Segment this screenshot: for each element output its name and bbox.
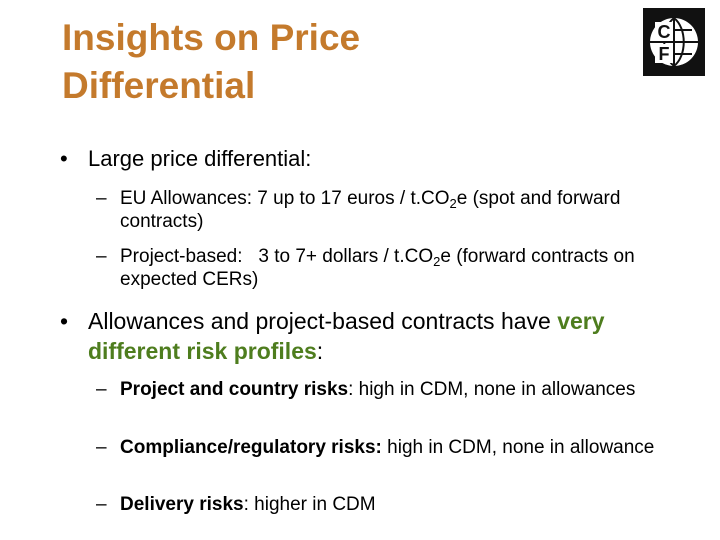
bullet-text: Allowances and project-based contracts h… [88,308,558,334]
sub-text: : high in CDM, none in allowances [348,379,636,400]
sub-bullet: EU Allowances: 7 up to 17 euros / t.CO2e… [96,187,680,233]
sub-text: e (spot and forward contracts) [120,188,621,232]
sub-text: : higher in CDM [243,494,376,515]
bullet: Allowances and project-based contracts h… [60,306,688,366]
title-line: Differential [62,65,256,106]
subscript: 2 [433,254,441,269]
logo-letter: F [659,44,670,64]
logo-lines [650,17,698,67]
logo-letter: C [658,22,671,42]
bullet-text: : [316,338,324,364]
sub-bullet: Project and country risks: high in CDM, … [96,378,680,401]
sub-bullet: Project-based: 3 to 7+ dollars / t.CO2e … [96,245,680,291]
sub-bullet: Delivery risks: higher in CDM [96,493,680,516]
bullet: Large price differential: [60,145,688,172]
sub-text: EU Allowances: 7 up to 17 euros / t.CO [120,188,450,209]
subscript: 2 [449,196,457,211]
highlight-text: very different risk profiles [88,308,605,364]
logo-cell [655,44,673,63]
sub-bullet: Compliance/regulatory risks: high in CDM… [96,436,680,459]
logo-cell [655,22,673,41]
sub-text: e (forward contracts on expected CERs) [120,246,635,290]
title-line: Insights on Price [62,17,361,58]
logo: C F [643,8,705,76]
sub-bold: Project and country risks [120,379,349,400]
slide-title: Insights on Price Differential [62,14,360,110]
sub-text: high in CDM, none in allowance [381,437,655,458]
sub-bold: Delivery risks [120,494,244,515]
sub-text: Project-based: 3 to 7+ dollars / t.CO [120,246,434,267]
sub-bold: Compliance/regulatory risks: [120,437,382,458]
bullet-text: Large price differential: [88,146,312,171]
